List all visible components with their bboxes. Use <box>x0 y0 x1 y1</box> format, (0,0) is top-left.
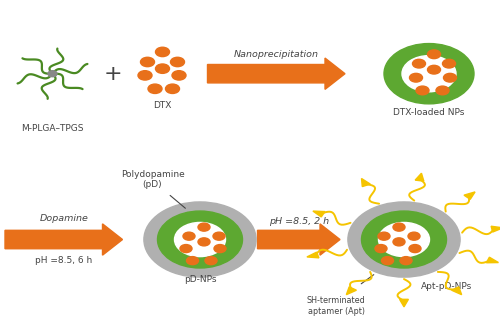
Circle shape <box>382 257 394 265</box>
Circle shape <box>198 238 210 246</box>
Circle shape <box>436 86 449 95</box>
FancyArrow shape <box>208 58 345 89</box>
Text: pH =8.5, 6 h: pH =8.5, 6 h <box>36 256 92 265</box>
Circle shape <box>384 44 474 104</box>
FancyArrow shape <box>5 224 122 255</box>
Polygon shape <box>346 287 356 295</box>
Circle shape <box>174 222 226 257</box>
Circle shape <box>180 245 192 253</box>
Circle shape <box>428 50 440 59</box>
Circle shape <box>378 222 430 257</box>
Polygon shape <box>400 299 408 307</box>
Circle shape <box>198 223 210 231</box>
Circle shape <box>48 71 57 77</box>
Polygon shape <box>491 226 500 232</box>
Circle shape <box>205 257 217 265</box>
Circle shape <box>183 232 195 240</box>
Polygon shape <box>307 252 319 258</box>
Circle shape <box>378 232 390 240</box>
Text: SH-terminated
aptamer (Apt): SH-terminated aptamer (Apt) <box>306 296 366 316</box>
Polygon shape <box>313 211 325 217</box>
Circle shape <box>442 59 456 68</box>
Circle shape <box>186 257 198 265</box>
Text: +: + <box>103 64 122 84</box>
Circle shape <box>400 257 412 265</box>
Circle shape <box>140 57 154 67</box>
Polygon shape <box>415 173 424 181</box>
Circle shape <box>393 223 405 231</box>
Circle shape <box>348 202 460 277</box>
Circle shape <box>362 211 446 268</box>
Text: pD-NPs: pD-NPs <box>184 275 216 284</box>
Polygon shape <box>464 192 475 199</box>
Circle shape <box>428 65 440 74</box>
Text: Apt-pD-NPs: Apt-pD-NPs <box>421 282 472 291</box>
Circle shape <box>402 56 456 92</box>
FancyArrow shape <box>258 224 340 255</box>
Circle shape <box>144 202 256 277</box>
Circle shape <box>408 232 420 240</box>
Circle shape <box>172 71 186 80</box>
Circle shape <box>412 59 426 68</box>
Circle shape <box>156 47 170 57</box>
Text: M-PLGA–TPGS: M-PLGA–TPGS <box>21 125 84 133</box>
Circle shape <box>148 84 162 93</box>
Text: DTX-loaded NPs: DTX-loaded NPs <box>394 108 464 117</box>
Circle shape <box>410 73 422 82</box>
Polygon shape <box>452 287 462 295</box>
Circle shape <box>138 71 152 80</box>
Circle shape <box>409 245 421 253</box>
Circle shape <box>444 73 456 82</box>
Circle shape <box>158 211 242 268</box>
Text: Nanoprecipitation: Nanoprecipitation <box>234 50 318 59</box>
Circle shape <box>375 245 387 253</box>
Text: DTX: DTX <box>154 101 172 110</box>
Circle shape <box>214 245 226 253</box>
Polygon shape <box>486 257 498 263</box>
Circle shape <box>213 232 225 240</box>
Text: Dopamine: Dopamine <box>40 214 88 223</box>
Text: pH =8.5, 2 h: pH =8.5, 2 h <box>269 217 329 226</box>
Text: Polydopamine
(pD): Polydopamine (pD) <box>120 170 184 189</box>
Circle shape <box>166 84 179 93</box>
Polygon shape <box>362 179 370 187</box>
Circle shape <box>170 57 184 67</box>
Circle shape <box>393 238 405 246</box>
Circle shape <box>416 86 429 95</box>
Circle shape <box>156 64 170 73</box>
